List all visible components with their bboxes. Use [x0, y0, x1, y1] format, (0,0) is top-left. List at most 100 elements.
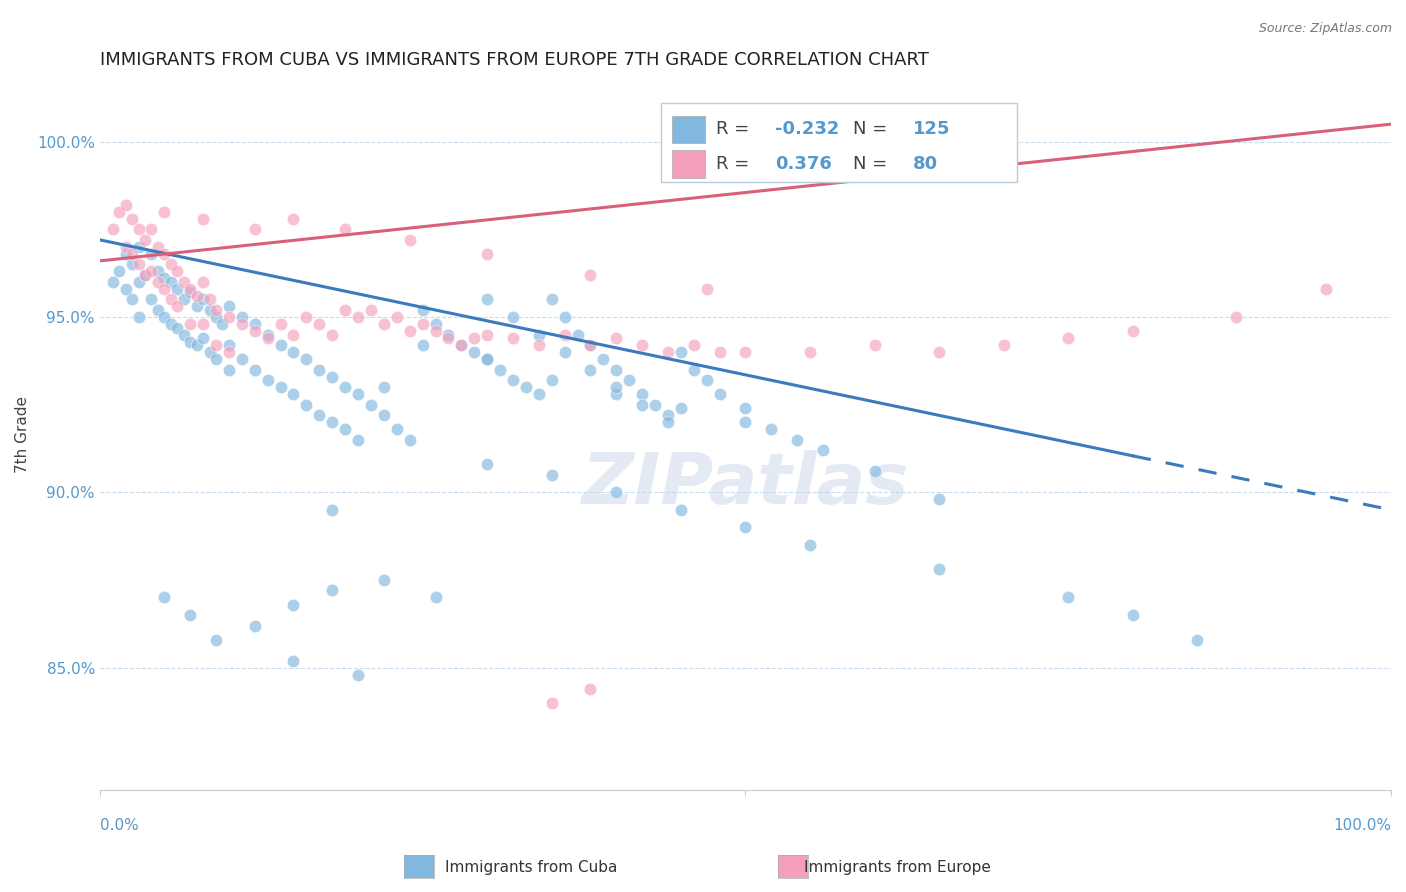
Point: [191, 275, 214, 289]
Point: [450, 338, 472, 352]
Text: 0.0%: 0.0%: [100, 818, 139, 833]
Text: N =: N =: [852, 120, 893, 138]
Point: [644, 398, 666, 412]
Point: [243, 324, 266, 338]
Point: [863, 338, 886, 352]
Y-axis label: 7th Grade: 7th Grade: [15, 396, 30, 473]
Point: [101, 222, 124, 236]
Point: [121, 293, 143, 307]
Point: [1225, 310, 1247, 324]
Point: [121, 211, 143, 226]
Point: [186, 338, 208, 352]
Text: R =: R =: [716, 120, 755, 138]
Point: [108, 204, 131, 219]
Point: [373, 317, 395, 331]
Point: [605, 331, 627, 345]
Text: N =: N =: [852, 155, 893, 173]
Point: [153, 247, 176, 261]
Point: [283, 327, 305, 342]
FancyBboxPatch shape: [672, 116, 706, 143]
Point: [437, 327, 460, 342]
Point: [1315, 282, 1337, 296]
Point: [179, 317, 201, 331]
Point: [489, 362, 512, 376]
Point: [734, 345, 756, 359]
Point: [333, 380, 356, 394]
Point: [283, 387, 305, 401]
Point: [373, 380, 395, 394]
Point: [709, 387, 731, 401]
Point: [231, 352, 253, 367]
Point: [218, 345, 240, 359]
Point: [592, 352, 614, 367]
Point: [373, 573, 395, 587]
Point: [373, 408, 395, 422]
Point: [605, 380, 627, 394]
Point: [347, 310, 370, 324]
Point: [121, 257, 143, 271]
Point: [502, 310, 524, 324]
Point: [321, 369, 343, 384]
Point: [450, 338, 472, 352]
Point: [734, 415, 756, 429]
Point: [186, 289, 208, 303]
Point: [101, 275, 124, 289]
Point: [540, 293, 562, 307]
Point: [398, 324, 420, 338]
Point: [295, 352, 318, 367]
Point: [134, 268, 156, 282]
Point: [347, 667, 370, 681]
Point: [153, 282, 176, 296]
Point: [198, 345, 221, 359]
Point: [605, 485, 627, 500]
Point: [270, 380, 292, 394]
Point: [657, 415, 679, 429]
Point: [159, 293, 181, 307]
Text: Source: ZipAtlas.com: Source: ZipAtlas.com: [1258, 22, 1392, 36]
Text: Immigrants from Cuba: Immigrants from Cuba: [446, 860, 617, 874]
Point: [121, 247, 143, 261]
Point: [696, 373, 718, 387]
Point: [179, 607, 201, 622]
Point: [360, 303, 382, 318]
Point: [398, 233, 420, 247]
Point: [437, 331, 460, 345]
Point: [256, 373, 278, 387]
Point: [540, 696, 562, 710]
Point: [669, 401, 692, 416]
Point: [475, 457, 498, 471]
Point: [463, 331, 485, 345]
Point: [231, 310, 253, 324]
Point: [128, 275, 150, 289]
Point: [475, 327, 498, 342]
Point: [173, 327, 195, 342]
Text: IMMIGRANTS FROM CUBA VS IMMIGRANTS FROM EUROPE 7TH GRADE CORRELATION CHART: IMMIGRANTS FROM CUBA VS IMMIGRANTS FROM …: [100, 51, 929, 69]
Point: [579, 268, 602, 282]
Point: [540, 467, 562, 482]
Text: R =: R =: [716, 155, 755, 173]
Point: [146, 303, 169, 318]
Point: [283, 598, 305, 612]
Point: [141, 293, 163, 307]
Point: [179, 285, 201, 300]
Point: [567, 327, 589, 342]
Point: [475, 352, 498, 367]
Point: [283, 345, 305, 359]
Point: [579, 362, 602, 376]
Point: [799, 538, 821, 552]
Point: [475, 352, 498, 367]
Point: [709, 345, 731, 359]
Point: [321, 327, 343, 342]
Point: [554, 310, 576, 324]
Point: [231, 317, 253, 331]
Point: [333, 422, 356, 436]
Point: [114, 282, 136, 296]
Point: [412, 338, 434, 352]
Point: [321, 415, 343, 429]
Point: [218, 310, 240, 324]
Point: [527, 327, 550, 342]
Text: 125: 125: [914, 120, 950, 138]
Point: [540, 373, 562, 387]
Point: [205, 632, 228, 647]
Point: [141, 247, 163, 261]
